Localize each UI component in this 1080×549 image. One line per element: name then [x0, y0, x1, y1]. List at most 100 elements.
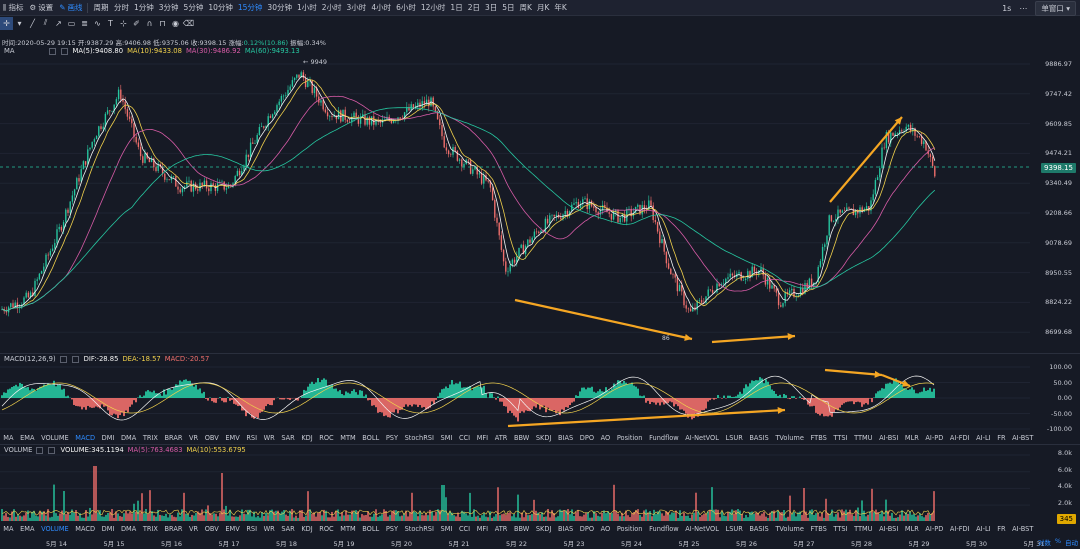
- eye-icon[interactable]: ◉: [172, 18, 179, 28]
- measure-icon[interactable]: ⊹: [120, 18, 127, 28]
- top-tab-ttsi[interactable]: TTSI: [833, 434, 848, 442]
- timeframe-11[interactable]: 6小时: [396, 3, 416, 12]
- top-tab-brar[interactable]: BRAR: [164, 434, 183, 442]
- top-tab-wr[interactable]: WR: [263, 434, 275, 442]
- top-tab-atr[interactable]: ATR: [494, 434, 508, 442]
- bottom-tab-mfi[interactable]: MFI: [476, 525, 489, 533]
- top-tab-obv[interactable]: OBV: [204, 434, 219, 442]
- timeframe-3[interactable]: 5分钟: [183, 3, 204, 12]
- bottom-tab-position[interactable]: Position: [616, 525, 643, 533]
- timeframe-14[interactable]: 2日: [467, 3, 480, 12]
- brush-icon[interactable]: ✐: [133, 18, 140, 28]
- bottom-control-1[interactable]: %: [1054, 537, 1061, 545]
- top-tab-psy[interactable]: PSY: [385, 434, 399, 442]
- trash-icon[interactable]: ⌫: [182, 18, 195, 28]
- bottom-tab-trix[interactable]: TRIX: [142, 525, 158, 533]
- fib-icon[interactable]: ≣: [81, 18, 88, 28]
- top-tab-ftbs[interactable]: FTBS: [810, 434, 827, 442]
- timeframe-12[interactable]: 12小时: [420, 3, 446, 12]
- crosshair-icon[interactable]: ✛: [0, 16, 13, 30]
- eye-toggle-icon[interactable]: [59, 355, 67, 363]
- text-icon[interactable]: T: [108, 18, 113, 28]
- bottom-tab-bbw[interactable]: BBW: [513, 525, 530, 533]
- top-tab-roc[interactable]: ROC: [319, 434, 334, 442]
- settings-toggle-icon[interactable]: [71, 355, 79, 363]
- top-tab-ao[interactable]: AO: [600, 434, 611, 442]
- timeframe-4[interactable]: 10分钟: [208, 3, 233, 12]
- bottom-tab-bias[interactable]: BIAS: [558, 525, 574, 533]
- timeframe-8[interactable]: 2小时: [321, 3, 342, 12]
- bottom-tab-ao[interactable]: AO: [600, 525, 611, 533]
- bottom-tab-cci[interactable]: CCI: [458, 525, 471, 533]
- bottom-tab-ttsi[interactable]: TTSI: [833, 525, 848, 533]
- bottom-tab-smi[interactable]: SMI: [440, 525, 453, 533]
- chevron-down-icon[interactable]: ▾: [17, 18, 22, 28]
- ray-icon[interactable]: ↗: [55, 18, 62, 28]
- trendline-icon[interactable]: ╱: [30, 18, 35, 28]
- settings-button[interactable]: ⚙ 设置: [29, 3, 54, 12]
- bottom-tab-ai-bsi[interactable]: AI-BSI: [879, 525, 899, 533]
- bottom-tab-volume[interactable]: VOLUME: [41, 525, 69, 533]
- drawline-button[interactable]: ✎ 画线: [59, 3, 83, 12]
- bottom-tab-ai-pd[interactable]: AI-PD: [925, 525, 944, 533]
- bottom-control-2[interactable]: 自动: [1065, 539, 1078, 547]
- bottom-tab-kdj[interactable]: KDJ: [301, 525, 313, 533]
- top-tab-basis[interactable]: BASIS: [749, 434, 769, 442]
- bottom-tab-fundflow[interactable]: Fundflow: [649, 525, 679, 533]
- settings-toggle-icon[interactable]: [48, 446, 56, 454]
- top-tab-ai-pd[interactable]: AI-PD: [925, 434, 944, 442]
- top-tab-mlr[interactable]: MLR: [904, 434, 919, 442]
- top-tab-stochrsi[interactable]: StochRSI: [404, 434, 434, 442]
- bottom-tab-ai-netvol[interactable]: AI-NetVOL: [685, 525, 719, 533]
- timeframe-19[interactable]: 年K: [554, 3, 567, 12]
- bottom-tab-ema[interactable]: EMA: [20, 525, 35, 533]
- top-tab-dmi[interactable]: DMI: [101, 434, 115, 442]
- eye-toggle-icon[interactable]: [48, 47, 56, 55]
- indicators-button[interactable]: ⫼ 指标: [3, 2, 24, 13]
- top-tab-ema[interactable]: EMA: [20, 434, 35, 442]
- bottom-tab-mtm[interactable]: MTM: [340, 525, 356, 533]
- bottom-tab-ma[interactable]: MA: [3, 525, 14, 533]
- bottom-tab-ai-li[interactable]: AI-LI: [976, 525, 991, 533]
- bottom-tab-tvolume[interactable]: TVolume: [775, 525, 804, 533]
- bottom-tab-dmi[interactable]: DMI: [101, 525, 115, 533]
- timeframe-10[interactable]: 4小时: [371, 3, 392, 12]
- bottom-tab-atr[interactable]: ATR: [494, 525, 508, 533]
- macd-chart[interactable]: [0, 362, 1080, 432]
- bottom-tab-ttmu[interactable]: TTMU: [854, 525, 873, 533]
- timeframe-13[interactable]: 1日: [450, 3, 463, 12]
- top-tab-smi[interactable]: SMI: [440, 434, 453, 442]
- timeframe-5[interactable]: 15分钟: [237, 3, 263, 12]
- bottom-tab-emv[interactable]: EMV: [225, 525, 240, 533]
- top-tab-macd[interactable]: MACD: [75, 434, 96, 442]
- top-tab-ai-netvol[interactable]: AI-NetVOL: [685, 434, 719, 442]
- bottom-tab-macd[interactable]: MACD: [75, 525, 96, 533]
- rectangle-icon[interactable]: ▭: [67, 18, 76, 28]
- top-tab-volume[interactable]: VOLUME: [41, 434, 69, 442]
- top-tab-skdj[interactable]: SKDJ: [535, 434, 552, 442]
- timeframe-9[interactable]: 3小时: [346, 3, 367, 12]
- lock-icon[interactable]: ⊓: [159, 18, 166, 28]
- magnet-icon[interactable]: ∩: [146, 18, 153, 28]
- timeframe-16[interactable]: 5日: [502, 3, 515, 12]
- bottom-tab-brar[interactable]: BRAR: [164, 525, 183, 533]
- bottom-tab-boll[interactable]: BOLL: [362, 525, 380, 533]
- bottom-tab-basis[interactable]: BASIS: [749, 525, 769, 533]
- timeframe-2[interactable]: 3分钟: [158, 3, 179, 12]
- timeframe-18[interactable]: 月K: [536, 3, 550, 12]
- bottom-tab-skdj[interactable]: SKDJ: [535, 525, 552, 533]
- top-tab-dpo[interactable]: DPO: [579, 434, 595, 442]
- top-tab-lsur[interactable]: LSUR: [725, 434, 743, 442]
- bottom-tab-stochrsi[interactable]: StochRSI: [404, 525, 434, 533]
- top-tab-ai-fdi[interactable]: AI-FDI: [949, 434, 970, 442]
- top-tab-ttmu[interactable]: TTMU: [854, 434, 873, 442]
- bottom-tab-fr[interactable]: FR: [997, 525, 1006, 533]
- window-select[interactable]: 单窗口 ▾: [1035, 0, 1076, 16]
- top-tab-emv[interactable]: EMV: [225, 434, 240, 442]
- top-tab-kdj[interactable]: KDJ: [301, 434, 313, 442]
- top-tab-trix[interactable]: TRIX: [142, 434, 158, 442]
- bottom-tab-ftbs[interactable]: FTBS: [810, 525, 827, 533]
- bottom-tab-vr[interactable]: VR: [189, 525, 199, 533]
- timeframe-1[interactable]: 1分钟: [133, 3, 154, 12]
- more-icon[interactable]: ⋯: [1019, 3, 1028, 13]
